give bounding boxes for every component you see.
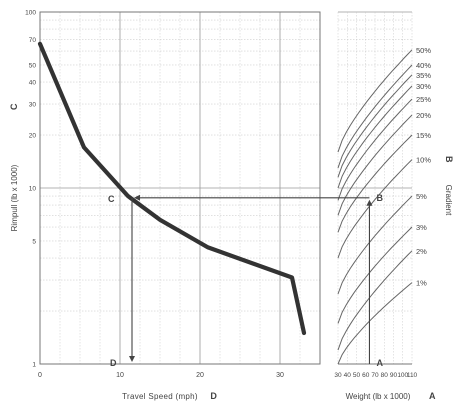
y-tick-label: 100 [25, 10, 36, 17]
x-axis-marker: D [210, 391, 217, 401]
weight-tick-label: 100 [397, 372, 408, 379]
y-tick-label: 40 [29, 80, 37, 87]
gradient-curve [337, 85, 413, 189]
gradient-curve [337, 282, 413, 365]
gradient-curves: 50% 40%35% 30% 25% 20% 15% 10% 5% 3% 2% 1% [337, 46, 431, 365]
gradient-curve [337, 114, 413, 216]
gradient-axis-marker: B [444, 156, 454, 163]
y-tick-label: 1 [32, 362, 36, 369]
point-label-a: A [376, 358, 383, 368]
gradient-label: 35% [416, 71, 431, 80]
gradient-label: 5% [416, 192, 427, 201]
gradient-curve [337, 226, 413, 324]
y-tick-label: 5 [32, 238, 36, 245]
weight-tick-label: 80 [381, 372, 389, 379]
point-label-b: B [376, 193, 383, 203]
x-tick-label: 20 [196, 372, 204, 379]
gradient-curve [337, 159, 413, 259]
weight-tick-label: 90 [390, 372, 398, 379]
gradient-curve [337, 49, 413, 153]
gradient-label: 30% [416, 82, 431, 91]
gradient-label: 10% [416, 156, 431, 165]
gradient-label: 40% [416, 61, 431, 70]
point-label-c: C [108, 194, 115, 204]
gradient-curve [337, 195, 413, 295]
gradient-curve [337, 74, 413, 178]
weight-tick-label: 70 [371, 372, 379, 379]
y-axis-title: Rimpull (lb x 1000) [10, 164, 19, 231]
weight-tick-label: 110 [407, 372, 418, 379]
rimpull-curve [37, 41, 307, 336]
weight-tick-label: 60 [362, 372, 370, 379]
text-labels: C D B A Travel Speed (mph) D Weight (lb x 1000… [9, 103, 454, 401]
gradient-label: 15% [416, 131, 431, 140]
rimpull-curve-layer [37, 41, 307, 336]
left-grid [39, 11, 321, 365]
gradient-label: 20% [416, 111, 431, 120]
weight-tick-label: 50 [353, 372, 361, 379]
gradient-axis-title: Gradient [444, 185, 453, 216]
y-tick-label: 50 [29, 62, 37, 69]
y-tick-label: 10 [29, 186, 37, 193]
gradient-curve [337, 134, 413, 233]
weight-arrowhead [366, 199, 373, 206]
reading-guides [120, 194, 373, 365]
rimpull-arrowhead [134, 194, 140, 201]
x-tick-label: 0 [38, 372, 42, 379]
gradient-label: 3% [416, 223, 427, 232]
y-tick-label: 30 [29, 102, 37, 109]
point-label-d: D [110, 358, 117, 368]
x-tick-label: 10 [116, 372, 124, 379]
gradient-label: 25% [416, 95, 431, 104]
right-grid [337, 11, 413, 365]
weight-tick-label: 40 [344, 372, 352, 379]
gradient-curve [337, 64, 413, 169]
gradient-label: 1% [416, 279, 427, 288]
x-tick-label: 30 [276, 372, 284, 379]
y-tick-label: 70 [29, 37, 37, 44]
gradient-label: 2% [416, 247, 427, 256]
y-axis-marker: C [9, 103, 19, 110]
gradient-curve [337, 250, 413, 351]
weight-axis-title: Weight (lb x 1000) [346, 392, 411, 401]
gradient-label: 50% [416, 46, 431, 55]
y-tick-label: 20 [29, 133, 37, 140]
x-axis-title: Travel Speed (mph) [122, 392, 198, 401]
weight-tick-label: 30 [334, 372, 342, 379]
gradient-curve [337, 98, 413, 201]
weight-axis-marker: A [429, 391, 436, 401]
speed-arrowhead [129, 356, 135, 362]
